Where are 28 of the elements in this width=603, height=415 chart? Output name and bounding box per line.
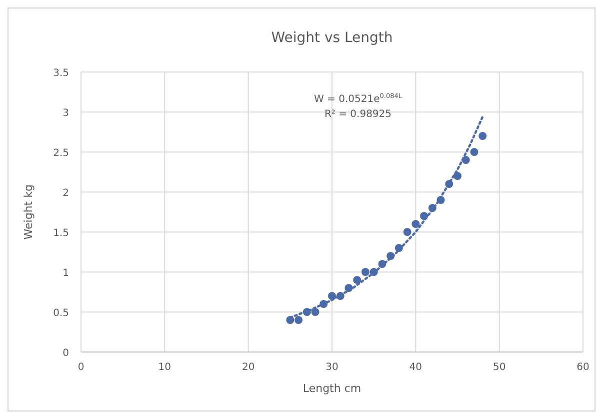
chart-title: Weight vs Length bbox=[271, 30, 393, 46]
point bbox=[361, 268, 370, 276]
point bbox=[294, 316, 303, 324]
y-tick-label: 0.5 bbox=[53, 308, 69, 319]
x-tick-label: 20 bbox=[242, 362, 255, 373]
y-axis-title: Weight kg bbox=[22, 184, 35, 240]
x-tick-label: 60 bbox=[576, 362, 590, 373]
point bbox=[353, 276, 362, 284]
point bbox=[470, 148, 478, 156]
y-tick-label: 0 bbox=[62, 348, 69, 359]
x-tick-label: 0 bbox=[78, 362, 84, 373]
y-tick-label: 3 bbox=[62, 108, 69, 119]
x-tick-label: 10 bbox=[158, 362, 172, 373]
point bbox=[311, 308, 320, 316]
x-tick-label: 30 bbox=[326, 362, 338, 373]
x-axis-title: Length cm bbox=[302, 382, 362, 395]
y-tick-label: 1 bbox=[62, 268, 69, 279]
point bbox=[412, 220, 420, 228]
y-tick-label: 3.5 bbox=[53, 68, 69, 79]
annotation: W = 0.0521e$^{0.084L}$ bbox=[314, 92, 402, 105]
x-tick-label: 40 bbox=[409, 362, 422, 373]
x-tick-label: 50 bbox=[492, 362, 506, 373]
y-tick-label: 2.5 bbox=[53, 148, 69, 159]
y-tick-label: 2 bbox=[62, 188, 69, 199]
point bbox=[478, 132, 487, 140]
y-tick-label: 1.5 bbox=[53, 228, 69, 239]
point bbox=[403, 228, 412, 236]
annotation: R² = 0.98925 bbox=[324, 109, 392, 120]
